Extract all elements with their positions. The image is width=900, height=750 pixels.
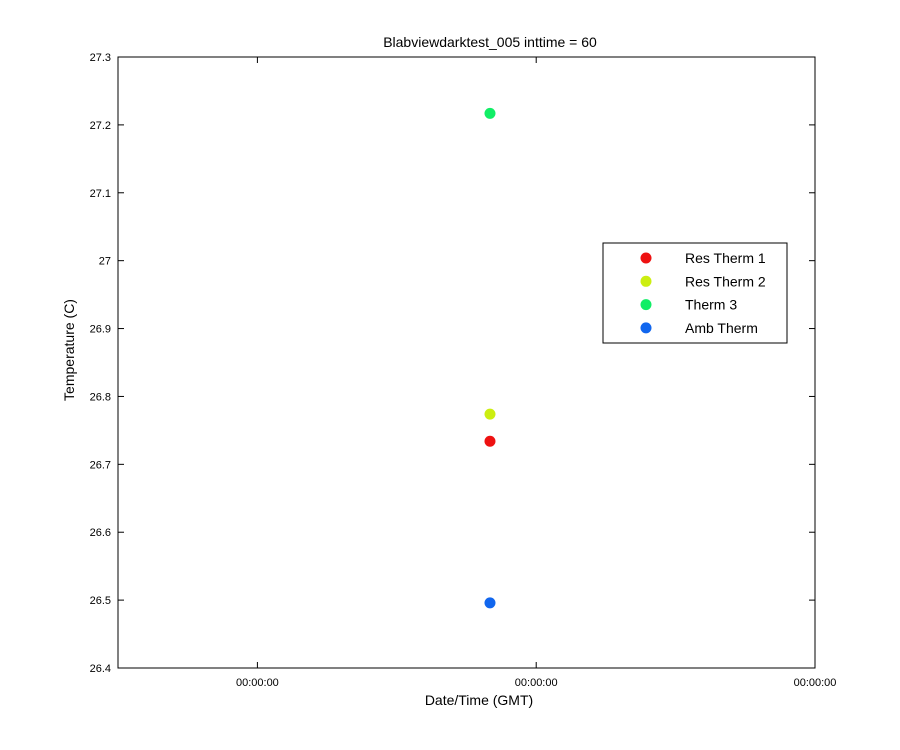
- data-point-res-therm-2: [484, 408, 496, 420]
- legend-marker: [640, 252, 652, 264]
- legend-label: Therm 3: [685, 297, 737, 313]
- legend-label: Res Therm 1: [685, 250, 766, 266]
- x-axis-title: Date/Time (GMT): [425, 692, 533, 708]
- data-point-therm-3: [484, 107, 496, 119]
- y-tick-label: 26.5: [90, 595, 111, 607]
- legend-label: Res Therm 2: [685, 273, 766, 289]
- legend-marker: [640, 275, 652, 287]
- legend-marker: [640, 322, 652, 334]
- data-point-res-therm-1: [484, 435, 496, 447]
- legend: Res Therm 1 Res Therm 2 Therm 3 Amb Therm: [602, 242, 788, 344]
- x-tick-label: 00:00:00: [515, 677, 558, 689]
- legend-label: Amb Therm: [685, 320, 758, 336]
- y-axis: 26.4 26.5 26.6 26.7 26.8 26.9 27 27.1 27.2 27.3: [90, 52, 815, 675]
- y-tick-label: 27.1: [90, 188, 111, 200]
- y-tick-label: 26.6: [90, 527, 111, 539]
- y-tick-label: 26.8: [90, 391, 111, 403]
- x-tick-label: 00:00:00: [794, 677, 837, 689]
- data-points: [484, 107, 496, 609]
- y-tick-label: 26.9: [90, 324, 111, 336]
- plot-area: [117, 56, 816, 669]
- chart-title: Blabviewdarktest_005 inttime = 60: [383, 34, 597, 50]
- y-tick-label: 26.7: [90, 459, 111, 471]
- legend-box: [602, 242, 788, 344]
- legend-marker: [640, 299, 652, 311]
- y-tick-label: 27: [99, 256, 111, 268]
- x-axis: 00:00:00 00:00:00 00:00:00: [236, 57, 836, 689]
- x-tick-label: 00:00:00: [236, 677, 279, 689]
- y-tick-label: 27.3: [90, 52, 111, 64]
- y-tick-label: 26.4: [90, 663, 111, 675]
- data-point-amb-therm: [484, 597, 496, 609]
- y-axis-title: Temperature (C): [61, 299, 77, 401]
- y-tick-label: 27.2: [90, 120, 111, 132]
